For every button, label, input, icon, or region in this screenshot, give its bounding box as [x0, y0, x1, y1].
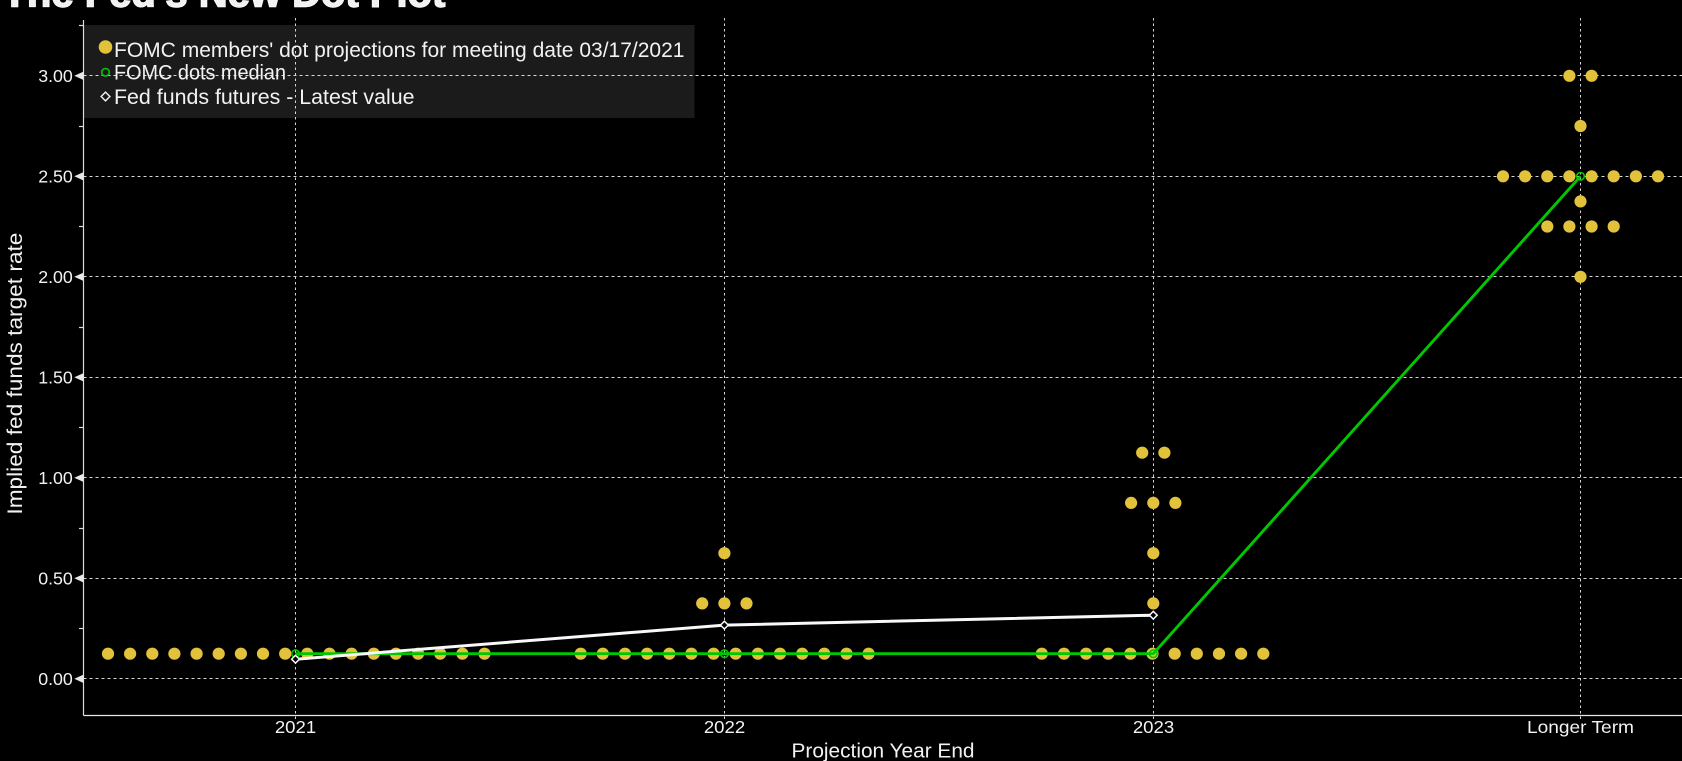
svg-text:2023: 2023	[1133, 717, 1174, 737]
svg-text:2022: 2022	[704, 717, 745, 737]
svg-text:Implied fed funds target rate: Implied fed funds target rate	[4, 233, 27, 515]
svg-text:0.00: 0.00	[38, 669, 73, 689]
svg-text:Fed funds futures - Latest val: Fed funds futures - Latest value	[114, 86, 415, 109]
svg-text:2021: 2021	[275, 717, 316, 737]
svg-text:FOMC members' dot projections: FOMC members' dot projections for meetin…	[114, 39, 685, 62]
svg-text:3.00: 3.00	[38, 66, 73, 86]
svg-text:Projection Year End: Projection Year End	[792, 741, 975, 761]
svg-text:The Fed's New Dot Plot: The Fed's New Dot Plot	[3, 0, 446, 16]
svg-text:FOMC dots median: FOMC dots median	[114, 62, 286, 85]
svg-text:2.50: 2.50	[38, 166, 73, 186]
svg-text:2.00: 2.00	[38, 267, 73, 287]
svg-text:1.50: 1.50	[38, 367, 73, 387]
svg-text:0.50: 0.50	[38, 568, 73, 588]
svg-text:1.00: 1.00	[38, 468, 73, 488]
svg-text:Longer Term: Longer Term	[1527, 717, 1634, 737]
